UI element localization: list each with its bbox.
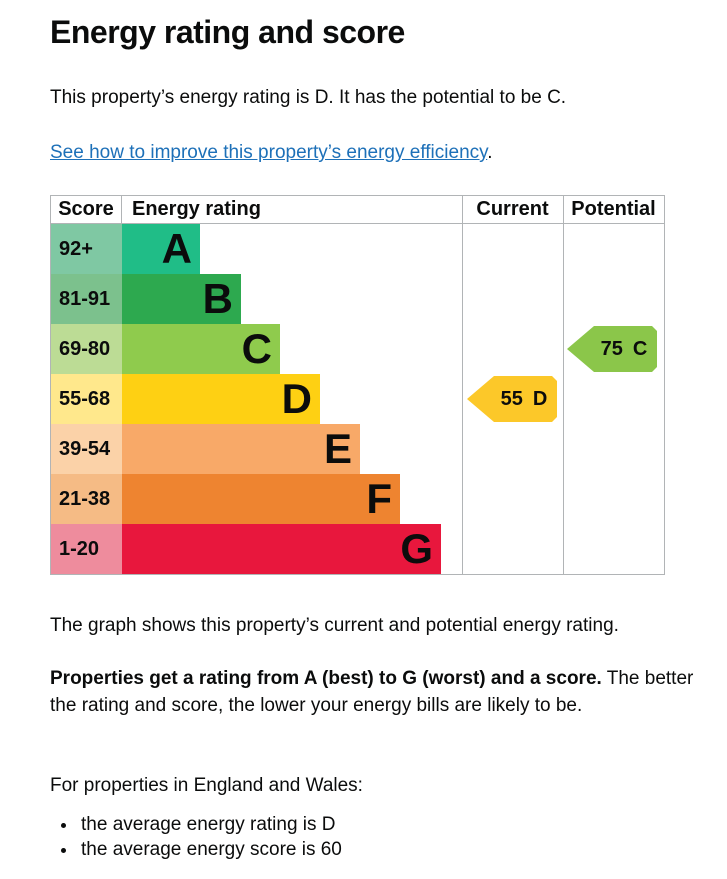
chart-caption: The graph shows this property’s current …	[50, 615, 619, 636]
column-header-energy-rating: Energy rating	[132, 198, 261, 220]
band-letter-b: B	[202, 275, 233, 322]
chart-header-row: Score Energy rating Current Potential	[51, 196, 664, 224]
potential-rating-label: 75 C	[567, 326, 657, 372]
current-score: 55	[500, 387, 523, 410]
band-letter-e: E	[323, 425, 352, 472]
band-bar-g: G	[122, 524, 441, 574]
band-score-range-g: 1-20	[51, 524, 122, 574]
band-row-g: 1-20 G	[51, 524, 664, 574]
potential-rating-marker: 75 C	[567, 326, 657, 372]
band-row-b: 81-91 B	[51, 274, 664, 324]
region-heading: For properties in England and Wales:	[50, 775, 363, 796]
band-bar-a: A	[122, 224, 200, 274]
band-row-c: 69-80 C	[51, 324, 664, 374]
energy-rating-chart: Score Energy rating Current Potential 92…	[50, 195, 665, 575]
band-score-range-a: 92+	[51, 224, 122, 274]
band-bar-e: E	[122, 424, 360, 474]
averages-list: the average energy rating is D the avera…	[50, 812, 727, 862]
band-score-range-c: 69-80	[51, 324, 122, 374]
improve-link-line: See how to improve this property’s energ…	[50, 142, 727, 164]
left-arrow-shape-icon	[567, 326, 657, 372]
rating-info-text: Properties get a rating from A (best) to…	[50, 665, 712, 719]
band-bar-c: C	[122, 324, 280, 374]
average-rating-item: the average energy rating is D	[78, 812, 727, 837]
intro-text: This property’s energy rating is D. It h…	[50, 87, 567, 108]
band-bar-d: D	[122, 374, 320, 424]
band-score-range-b: 81-91	[51, 274, 122, 324]
chart-body: 92+ A 81-91 B 69-80 C 55-68 D 39-54 E 21…	[51, 224, 664, 574]
band-score-range-d: 55-68	[51, 374, 122, 424]
potential-score: 75	[600, 337, 623, 360]
band-row-f: 21-38 F	[51, 474, 664, 524]
left-arrow-shape-icon	[467, 376, 557, 422]
improve-efficiency-link[interactable]: See how to improve this property’s energ…	[50, 142, 488, 163]
rating-info-bold: Properties get a rating from A (best) to…	[50, 668, 602, 689]
band-letter-f: F	[366, 475, 392, 522]
band-score-range-f: 21-38	[51, 474, 122, 524]
band-row-d: 55-68 D	[51, 374, 664, 424]
link-suffix: .	[487, 142, 493, 163]
average-score-item: the average energy score is 60	[78, 837, 727, 862]
band-bar-b: B	[122, 274, 241, 324]
current-rating-label: 55 D	[467, 376, 557, 422]
band-letter-c: C	[241, 325, 272, 372]
column-header-score: Score	[51, 196, 122, 223]
column-header-potential: Potential	[571, 198, 656, 220]
band-letter-d: D	[281, 375, 312, 422]
band-row-a: 92+ A	[51, 224, 664, 274]
band-letter-a: A	[161, 225, 192, 272]
band-letter-g: G	[400, 525, 433, 572]
current-letter: D	[532, 387, 548, 410]
current-rating-marker: 55 D	[467, 376, 557, 422]
rating-info-rest: The better the rating and score, the low…	[50, 668, 694, 716]
band-bar-f: F	[122, 474, 400, 524]
column-divider-current	[462, 196, 463, 574]
column-header-current: Current	[476, 198, 549, 220]
band-score-range-e: 39-54	[51, 424, 122, 474]
page-title: Energy rating and score	[50, 14, 405, 50]
potential-letter: C	[632, 337, 648, 360]
band-row-e: 39-54 E	[51, 424, 664, 474]
column-divider-potential	[563, 196, 564, 574]
